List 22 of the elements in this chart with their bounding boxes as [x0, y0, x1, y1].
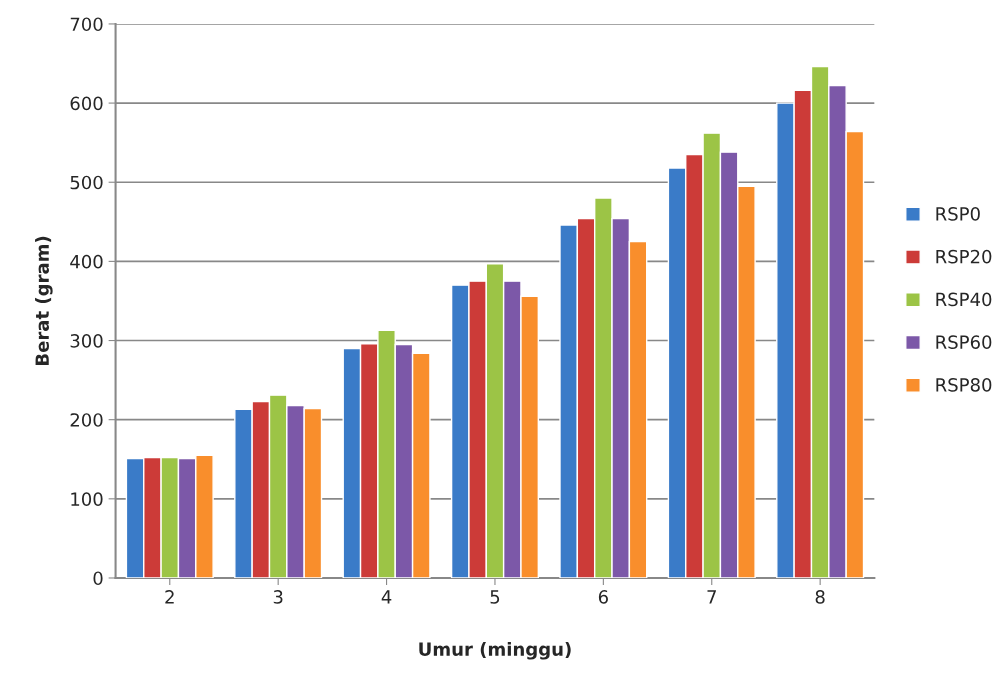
y-tick-label: 300 [70, 333, 103, 348]
x-tick-label: 8 [815, 590, 825, 604]
y-tick-label: 700 [70, 17, 103, 32]
y-tick-label: 0 [93, 571, 103, 586]
x-axis-title: Umur (minggu) [419, 641, 571, 660]
y-tick-label: 500 [70, 175, 103, 190]
x-tick-label: 7 [707, 590, 716, 604]
legend-label: RSP40 [936, 292, 992, 307]
x-tick-label: 2 [165, 590, 174, 604]
y-tick-label: 400 [70, 254, 103, 269]
x-tick-label: 5 [490, 590, 500, 604]
legend-label: RSP0 [936, 207, 980, 221]
x-tick-label: 4 [381, 590, 392, 604]
x-tick-label: 3 [273, 590, 283, 604]
y-tick-label: 600 [70, 96, 103, 111]
legend-label: RSP60 [936, 335, 992, 349]
x-tick-label: 6 [598, 590, 608, 604]
y-tick-label: 100 [71, 492, 103, 506]
y-axis-title: Berat (gram) [35, 236, 53, 365]
legend-label: RSP20 [936, 249, 992, 264]
legend-label: RSP80 [936, 378, 992, 392]
y-tick-label: 200 [70, 413, 103, 427]
